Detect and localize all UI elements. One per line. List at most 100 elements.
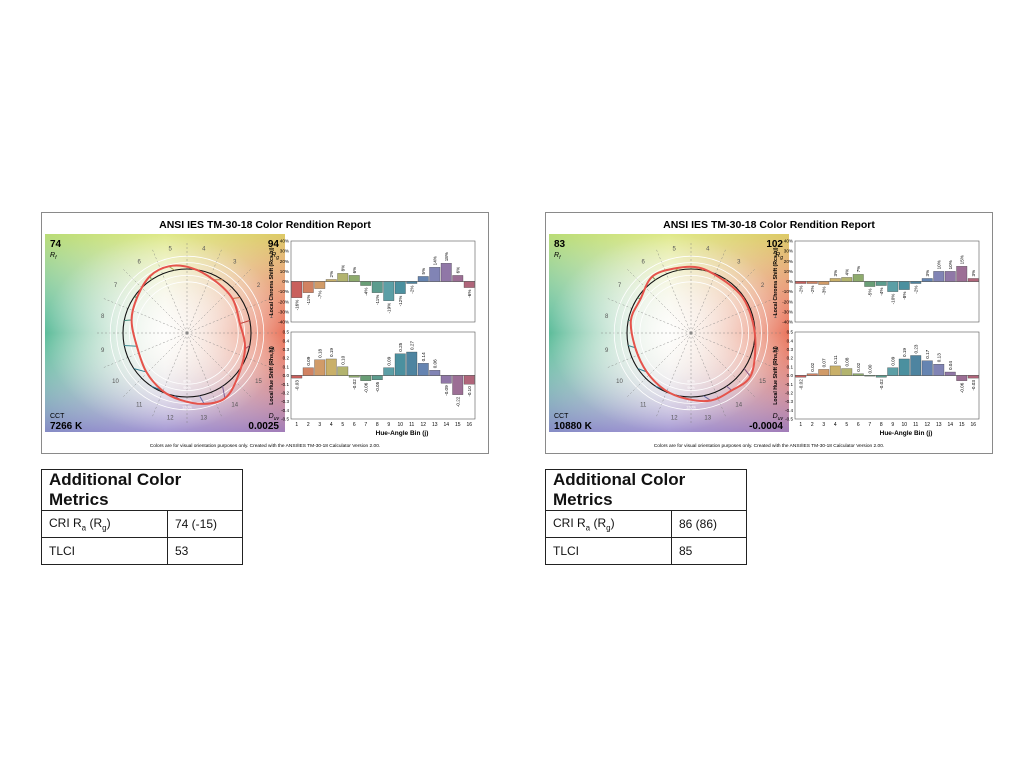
bar — [864, 375, 876, 377]
hue-bin-label: 2 — [257, 283, 261, 289]
x-tick-label: 6 — [857, 422, 860, 428]
data-label: 0.10 — [340, 355, 345, 364]
bar — [887, 367, 899, 376]
hue-bin-label: 9 — [101, 348, 105, 354]
local-hue-shift-chart: 0.5 0.4 0.3 0.2 0.1 0.0 -0.1 -0.2 -0.3 -0.4 -0.5 Lo… — [269, 330, 476, 428]
duv-value: -0.0004 — [749, 421, 783, 432]
data-label: -0.10 — [467, 386, 472, 397]
bar — [429, 370, 441, 376]
tm30-report-2: ANSI IES TM-30-18 Color Rendition Report… — [545, 212, 993, 454]
y-tick-label: -30% — [782, 309, 793, 314]
data-label: 4% — [844, 269, 849, 276]
bar — [875, 375, 887, 378]
ring-label: 90% — [183, 386, 191, 390]
data-label: 0.04 — [948, 361, 953, 370]
data-label: -4% — [363, 288, 368, 296]
hue-bin-label: 15 — [255, 379, 262, 385]
rf-value: 83 — [554, 239, 566, 250]
bar — [440, 263, 452, 282]
reference-ring — [116, 262, 258, 404]
data-label: 15% — [959, 255, 964, 264]
data-label: -0.09 — [444, 385, 449, 396]
x-axis-title: Hue-Angle Bin (j) — [376, 430, 429, 437]
rg-label: Rg — [271, 252, 279, 261]
tlci-label: TLCI — [545, 537, 672, 565]
ring-label: 110% — [686, 399, 696, 403]
cct-label: CCT — [50, 413, 65, 420]
x-tick-label: 8 — [880, 422, 883, 428]
report-canvas: ANSI IES TM-30-18 Color Rendition Report… — [45, 219, 476, 449]
reference-circle — [122, 268, 252, 398]
x-tick-label: 1 — [799, 422, 802, 428]
hue-bin-label: 16 — [772, 348, 779, 354]
hue-bin-label: 8 — [101, 314, 105, 320]
bar — [383, 281, 395, 301]
x-tick-label: 10 — [397, 422, 403, 428]
bar — [829, 365, 841, 376]
x-tick-label: 3 — [318, 422, 321, 428]
y-tick-label: -0.1 — [281, 382, 289, 387]
hue-bin-label: 15 — [759, 379, 766, 385]
data-label: 0.17 — [925, 349, 930, 358]
data-label: 3% — [833, 270, 838, 277]
bar — [406, 281, 418, 284]
x-tick-label: 14 — [443, 422, 449, 428]
bar — [452, 375, 464, 395]
data-label: -2% — [409, 286, 414, 294]
data-label: 0.27 — [409, 341, 414, 350]
x-tick-label: 2 — [811, 422, 814, 428]
data-label: 0.25 — [398, 342, 403, 351]
shift-vector — [222, 386, 226, 399]
bar — [463, 281, 475, 288]
y-tick-label: -0.5 — [281, 417, 289, 422]
cri-value: 74 (-15) — [167, 510, 243, 538]
bar — [452, 275, 464, 282]
y-tick-label: 0.4 — [283, 338, 290, 343]
ring-label: 120% — [686, 405, 696, 409]
y-tick-label: -40% — [782, 320, 793, 325]
reference-ring — [129, 275, 245, 391]
y-tick-label: -20% — [782, 299, 793, 304]
bar — [417, 363, 429, 376]
bar — [371, 375, 383, 380]
cri-value: 86 (86) — [671, 510, 747, 538]
rg-value: 102 — [766, 239, 783, 250]
y-tick-label: 10% — [280, 269, 289, 274]
data-label: -0.05 — [375, 381, 380, 392]
x-tick-label: 4 — [834, 422, 837, 428]
x-tick-label: 5 — [845, 422, 848, 428]
data-label: 14% — [432, 256, 437, 265]
bar — [956, 266, 968, 282]
data-label: 0.07 — [821, 358, 826, 367]
reference-ring — [109, 255, 265, 411]
ring-label: 80% — [183, 380, 191, 384]
reference-ring — [639, 281, 743, 385]
metrics-heading: Additional Color Metrics — [41, 469, 243, 511]
y-tick-label: 0.5 — [283, 330, 290, 335]
y-tick-label: 20% — [280, 259, 289, 264]
bar — [348, 275, 360, 282]
data-label: 0.00 — [867, 364, 872, 373]
hue-bin-label: 9 — [605, 348, 609, 354]
bar — [325, 358, 337, 376]
x-tick-label: 4 — [330, 422, 333, 428]
bar — [337, 366, 349, 376]
hue-bin-label: 6 — [642, 259, 646, 265]
bar — [394, 281, 406, 294]
x-tick-label: 13 — [432, 422, 438, 428]
y-tick-label: 0% — [282, 279, 289, 284]
tlci-value: 85 — [671, 537, 747, 565]
x-tick-label: 12 — [420, 422, 426, 428]
data-label: 7% — [856, 266, 861, 273]
bar — [967, 375, 979, 379]
bar — [829, 278, 841, 282]
bar — [933, 271, 945, 282]
x-tick-label: 13 — [936, 422, 942, 428]
bar — [806, 373, 818, 376]
y-tick-label: 0.2 — [787, 356, 794, 361]
data-label: -0.02 — [352, 379, 357, 390]
data-label: 3% — [925, 270, 930, 277]
bar — [383, 367, 395, 376]
bar — [795, 281, 807, 284]
